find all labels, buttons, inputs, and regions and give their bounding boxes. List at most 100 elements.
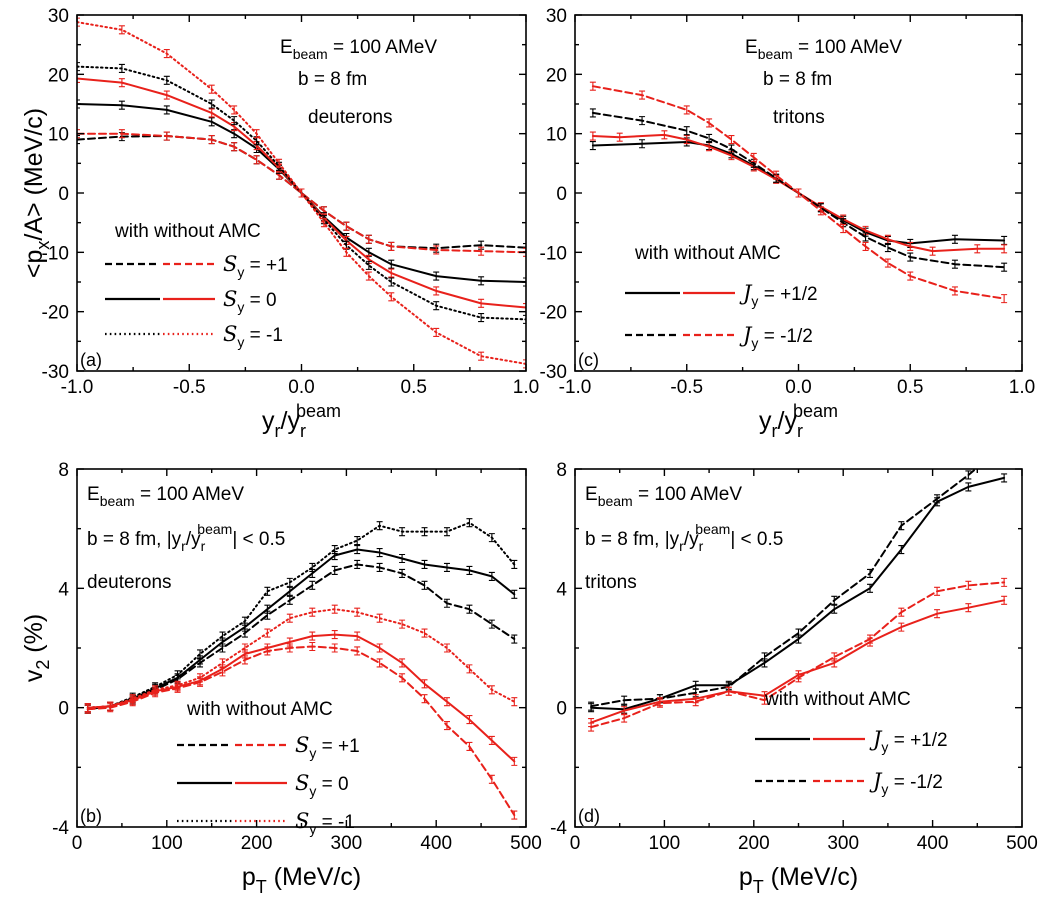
x-tick-label: -0.5 bbox=[670, 377, 703, 398]
y-axis-label: <px/A> (MeV/c) bbox=[20, 108, 53, 278]
data-point-0-0 bbox=[77, 135, 80, 145]
legend-sub: y bbox=[237, 334, 244, 350]
data-point-2-17 bbox=[466, 604, 473, 614]
data-point-1-15 bbox=[974, 244, 981, 254]
data-point-1-6 bbox=[795, 628, 802, 638]
y-tick-label: 10 bbox=[546, 125, 567, 146]
panel-label: (d) bbox=[578, 806, 600, 826]
data-point-2-12 bbox=[1001, 595, 1008, 605]
data-point-5-3 bbox=[152, 688, 159, 698]
data-point-0-9 bbox=[286, 577, 293, 587]
legend-value: = 0 bbox=[244, 290, 276, 311]
y-tick-label: -10 bbox=[42, 243, 69, 264]
x-label-mid: /y bbox=[778, 407, 798, 435]
impact-sup: beam bbox=[197, 521, 232, 537]
data-point-5-5 bbox=[197, 677, 204, 687]
y-tick-label: -20 bbox=[42, 303, 69, 324]
series-3 bbox=[588, 577, 1008, 732]
y-tick-label: 0 bbox=[58, 184, 69, 205]
data-point-2-14 bbox=[399, 568, 406, 578]
data-point-4-13 bbox=[478, 313, 485, 323]
data-point-1-14 bbox=[929, 246, 936, 256]
legend-value: = +1/2 bbox=[758, 284, 817, 305]
data-point-1-9 bbox=[343, 221, 350, 231]
data-point-3-11 bbox=[331, 604, 338, 614]
data-point-0-13 bbox=[951, 234, 958, 244]
data-point-2-13 bbox=[478, 276, 485, 286]
data-point-0-19 bbox=[511, 559, 518, 570]
data-point-3-10 bbox=[309, 607, 316, 617]
legend-sub: y bbox=[751, 293, 758, 309]
x-tick-label: 100 bbox=[151, 833, 183, 854]
legend-header: with without AMC bbox=[114, 221, 261, 242]
data-point-4-1 bbox=[118, 63, 125, 73]
data-point-3-12 bbox=[433, 286, 440, 296]
data-point-1-11 bbox=[965, 470, 972, 480]
legend-symbol: J bbox=[739, 323, 753, 347]
data-point-3-2 bbox=[683, 105, 690, 115]
data-point-0-0 bbox=[589, 140, 596, 151]
data-point-1-1 bbox=[118, 129, 125, 139]
x-axis-label: yr/yrbeam bbox=[262, 401, 341, 441]
data-point-2-4 bbox=[728, 144, 735, 154]
data-point-0-14 bbox=[399, 527, 406, 537]
legend-sub: y bbox=[309, 745, 316, 761]
data-point-3-0 bbox=[588, 722, 595, 732]
data-point-1-7 bbox=[831, 595, 838, 605]
data-point-0-8 bbox=[264, 586, 271, 596]
data-point-1-13 bbox=[907, 241, 914, 251]
panel-a: -1.0 -0.5 0.0 0.5 1.0-30-20-100102030(a)yr/y… bbox=[20, 6, 539, 441]
data-point-5-17 bbox=[466, 741, 473, 751]
data-point-5-12 bbox=[433, 327, 440, 337]
data-point-1-9 bbox=[286, 586, 293, 596]
data-point-0-12 bbox=[1001, 473, 1008, 483]
data-point-3-3 bbox=[706, 118, 713, 128]
data-point-0-11 bbox=[965, 482, 972, 492]
data-point-5-0 bbox=[77, 17, 80, 27]
data-point-2-14 bbox=[1001, 262, 1008, 272]
y-tick-label: 0 bbox=[58, 699, 69, 720]
data-point-4-14 bbox=[399, 658, 406, 668]
data-point-4-10 bbox=[309, 631, 316, 641]
x-label-rest: (MeV/c) bbox=[764, 863, 858, 891]
data-point-5-6 bbox=[219, 667, 226, 677]
impact-rest: | < 0.5 bbox=[730, 529, 783, 550]
data-point-2-11 bbox=[884, 243, 891, 253]
data-point-2-18 bbox=[488, 619, 495, 629]
data-point-5-2 bbox=[129, 697, 136, 707]
series-line-4 bbox=[86, 633, 516, 763]
y-tick-label: 20 bbox=[48, 65, 69, 86]
legend-header: with without AMC bbox=[186, 699, 333, 720]
data-point-2-12 bbox=[354, 559, 361, 570]
impact-main: b = 8 fm, |y bbox=[87, 529, 182, 550]
data-point-2-16 bbox=[443, 598, 450, 608]
x-label-sub: r bbox=[772, 421, 778, 441]
x-label-sub: r bbox=[275, 421, 281, 441]
data-point-4-16 bbox=[443, 697, 450, 707]
x-label-sup: beam bbox=[793, 401, 838, 421]
series-line-5 bbox=[77, 21, 526, 365]
legend-symbol: J bbox=[739, 281, 753, 305]
data-point-3-13 bbox=[376, 613, 383, 623]
y-label-sub: 2 bbox=[33, 660, 53, 670]
x-tick-label: 0 bbox=[570, 833, 581, 854]
y-tick-label: 0 bbox=[556, 184, 567, 205]
x-tick-label: -1.0 bbox=[61, 377, 94, 398]
legend-sub: y bbox=[237, 299, 244, 315]
annotation-impact: b = 8 fm bbox=[763, 69, 832, 90]
annotation-energy: Ebeam = 100 AMeV bbox=[745, 37, 902, 62]
data-point-0-8 bbox=[867, 583, 874, 593]
data-point-3-8 bbox=[264, 628, 271, 638]
legend-entry-label: Sy = +1 bbox=[295, 733, 360, 761]
series-3 bbox=[589, 81, 1008, 304]
y-tick-label: 10 bbox=[48, 125, 69, 146]
legend-entry-label: Sy = -1 bbox=[223, 322, 283, 350]
data-point-3-1 bbox=[621, 713, 628, 723]
legend-sub: y bbox=[309, 821, 316, 837]
data-point-1-15 bbox=[421, 559, 428, 570]
series-line-1 bbox=[86, 548, 516, 711]
data-point-1-9 bbox=[898, 521, 905, 531]
panel-c: -1.0 -0.5 0.0 0.5 1.0-30-20-100102030(c)yr/y… bbox=[540, 6, 1036, 441]
